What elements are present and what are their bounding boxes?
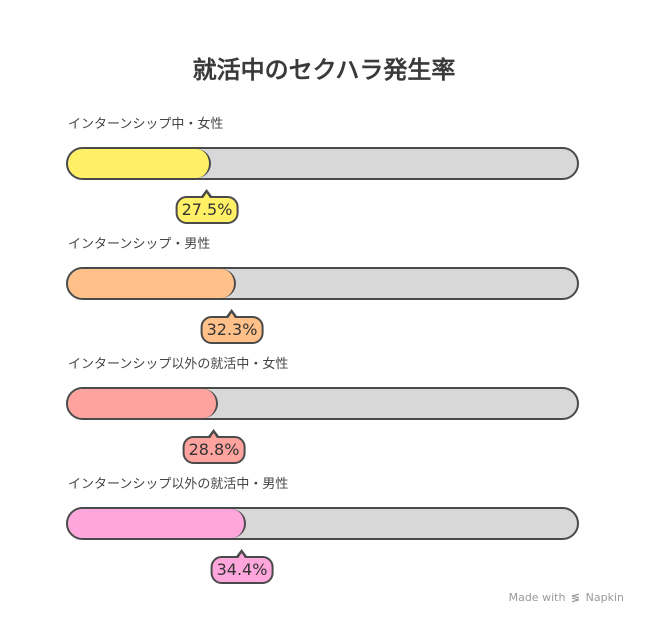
value-label: 32.3%: [200, 309, 264, 344]
footer-made-with: Made with: [508, 591, 566, 604]
bar-row: インターンシップ中・女性 27.5%: [0, 113, 648, 224]
category-label: インターンシップ以外の就活中・男性: [68, 477, 289, 492]
bar-fill: [68, 389, 218, 418]
value-label: 27.5%: [175, 189, 239, 224]
bar-row: インターンシップ以外の就活中・女性 28.8%: [0, 353, 648, 464]
bar-row: インターンシップ以外の就活中・男性 34.4%: [0, 473, 648, 584]
category-label: インターンシップ中・女性: [68, 117, 224, 132]
category-label: インターンシップ以外の就活中・女性: [68, 357, 289, 372]
bar-track: [66, 267, 579, 300]
category-label: インターンシップ・男性: [68, 237, 211, 252]
bar-fill: [68, 269, 236, 298]
footer-brand: Napkin: [585, 591, 624, 604]
bar-track: [66, 387, 579, 420]
bar-track: [66, 147, 579, 180]
value-label: 28.8%: [182, 429, 246, 464]
bar-fill: [68, 509, 246, 538]
bar-fill: [68, 149, 211, 178]
footer-attribution: Made with ≶ Napkin: [509, 591, 624, 604]
chart-title: 就活中のセクハラ発生率: [192, 56, 456, 84]
bar-row: インターンシップ・男性 32.3%: [0, 233, 648, 344]
napkin-logo-icon: ≶: [570, 591, 581, 604]
value-label: 34.4%: [210, 549, 274, 584]
bar-track: [66, 507, 579, 540]
